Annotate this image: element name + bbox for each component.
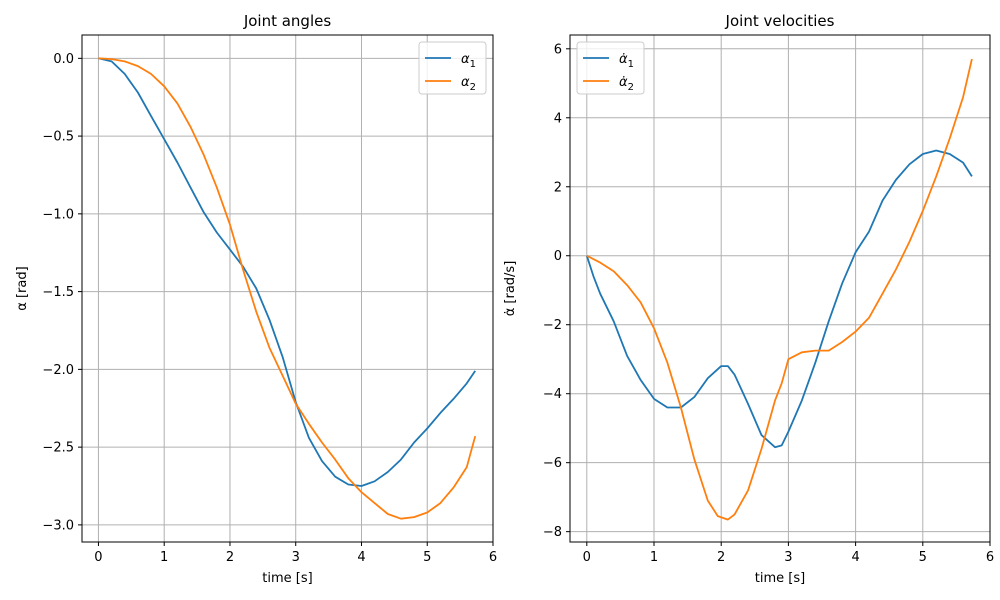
joint-angles-x-tick-label: 5 bbox=[423, 550, 431, 565]
joint-angles-axes-frame bbox=[81, 34, 494, 543]
joint-angles-y-tick-label: 0.0 bbox=[53, 52, 74, 67]
joint-angles-y-tick-label: −2.0 bbox=[42, 363, 74, 378]
joint-angles-series-line-1 bbox=[98, 57, 476, 487]
joint-velocities-y-ticks: 6 4 2 0 −2 −4 −6 −8 bbox=[543, 42, 570, 540]
joint-velocities-y-tick-label: −2 bbox=[543, 318, 562, 333]
joint-angles-y-tick-label: −1.0 bbox=[42, 207, 74, 222]
joint-velocities-grid bbox=[570, 35, 991, 542]
joint-angles-x-ticks: 0 1 2 3 4 5 6 bbox=[94, 542, 497, 565]
joint-angles-y-axis-label: α [rad] bbox=[15, 266, 30, 310]
joint-angles-x-tick-label: 4 bbox=[357, 550, 365, 565]
joint-velocities-y-tick-label: −4 bbox=[543, 387, 562, 402]
joint-velocities-y-tick-label: 0 bbox=[554, 249, 562, 264]
joint-angles-y-tick-label: −2.5 bbox=[42, 441, 74, 456]
joint-velocities-series bbox=[585, 58, 973, 521]
joint-velocities-legend: α̇1α̇2 bbox=[576, 41, 645, 95]
joint-angles-y-tick-label: −1.5 bbox=[42, 285, 74, 300]
joint-velocities-x-tick-label: 0 bbox=[583, 550, 591, 565]
joint-velocities-axes-frame bbox=[569, 34, 991, 543]
joint-velocities-x-tick-label: 5 bbox=[919, 550, 927, 565]
joint-angles-y-tick-label: −3.0 bbox=[42, 518, 74, 533]
joint-velocities-y-tick-label: −8 bbox=[543, 525, 562, 540]
joint-velocities-y-tick-label: 6 bbox=[554, 42, 562, 57]
joint-velocities-series-line-2 bbox=[586, 58, 973, 521]
joint-velocities-y-tick-label: −6 bbox=[543, 456, 562, 471]
joint-velocities-x-tick-label: 1 bbox=[650, 550, 658, 565]
joint-angles-legend-label-subscript: 2 bbox=[470, 82, 476, 93]
joint-velocities-x-tick-label: 2 bbox=[717, 550, 725, 565]
joint-angles-title: Joint angles bbox=[243, 12, 332, 30]
joint-velocities-x-tick-label: 6 bbox=[986, 550, 994, 565]
joint-velocities-chart: 0 1 2 3 4 5 6 6 4 2 0 −2 −4 −6 −8 Joint velocities ti… bbox=[503, 12, 994, 586]
joint-angles-x-tick-label: 6 bbox=[489, 550, 497, 565]
joint-angles-chart: 0 1 2 3 4 5 6 0.0 −0.5 −1.0 −1.5 −2.0 −2.5 −3.0 Join… bbox=[15, 12, 497, 586]
joint-velocities-y-tick-label: 4 bbox=[554, 111, 562, 126]
joint-velocities-x-tick-label: 3 bbox=[784, 550, 792, 565]
joint-angles-series bbox=[98, 57, 477, 520]
joint-angles-legend-label-subscript: 1 bbox=[470, 59, 476, 70]
joint-velocities-x-ticks: 0 1 2 3 4 5 6 bbox=[583, 542, 994, 565]
joint-angles-series-line-2 bbox=[98, 57, 477, 520]
joint-angles-x-tick-label: 1 bbox=[160, 550, 168, 565]
joint-angles-x-tick-label: 2 bbox=[226, 550, 234, 565]
joint-angles-x-tick-label: 0 bbox=[94, 550, 102, 565]
joint-velocities-legend-label-subscript: 2 bbox=[628, 82, 634, 93]
joint-angles-grid bbox=[82, 35, 494, 542]
joint-velocities-title: Joint velocities bbox=[725, 12, 835, 30]
joint-velocities-x-tick-label: 4 bbox=[851, 550, 859, 565]
joint-angles-y-ticks: 0.0 −0.5 −1.0 −1.5 −2.0 −2.5 −3.0 bbox=[42, 52, 82, 533]
joint-angles-y-tick-label: −0.5 bbox=[42, 130, 74, 145]
joint-velocities-series-line-1 bbox=[585, 149, 973, 449]
joint-velocities-y-tick-label: 2 bbox=[554, 180, 562, 195]
joint-velocities-legend-label-subscript: 1 bbox=[628, 59, 634, 70]
joint-angles-x-tick-label: 3 bbox=[292, 550, 300, 565]
joint-velocities-x-axis-label: time [s] bbox=[755, 571, 805, 586]
joint-velocities-y-axis-label: α̇ [rad/s] bbox=[503, 261, 518, 317]
joint-angles-x-axis-label: time [s] bbox=[262, 571, 312, 586]
